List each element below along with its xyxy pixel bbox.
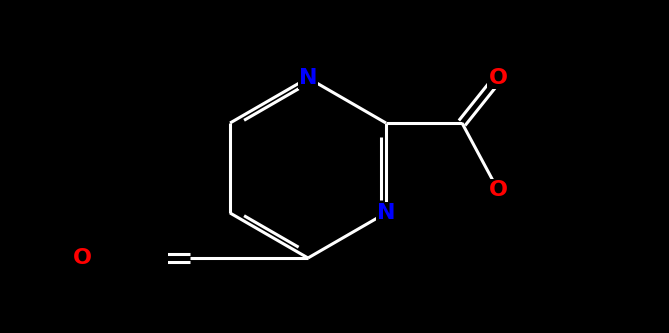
Text: N: N: [299, 68, 317, 88]
Text: O: O: [488, 180, 508, 200]
Text: O: O: [72, 248, 92, 268]
Text: O: O: [488, 68, 508, 88]
Text: N: N: [377, 203, 395, 223]
